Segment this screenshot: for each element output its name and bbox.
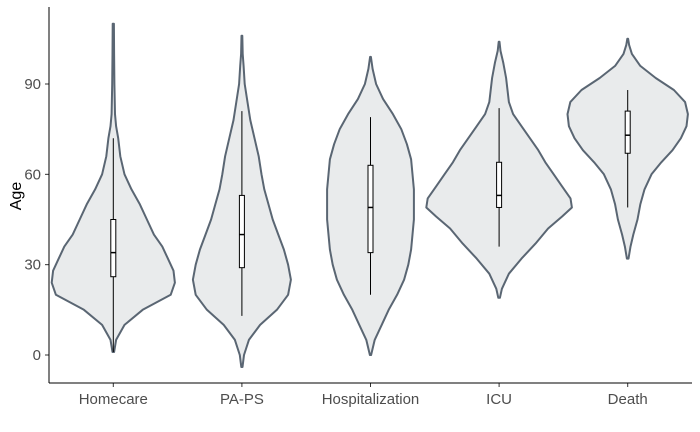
violin-hospitalization <box>326 55 415 356</box>
violin-icu <box>425 40 573 299</box>
iqr-box <box>238 194 245 269</box>
x-tick-label: ICU <box>486 391 512 408</box>
x-tick-label: PA-PS <box>220 391 264 408</box>
y-axis-title: Age <box>8 182 25 211</box>
x-tick-label: Death <box>608 391 648 408</box>
iqr-box <box>624 110 631 154</box>
iqr-box <box>367 164 374 254</box>
iqr-box <box>496 161 503 208</box>
x-tick-label: Homecare <box>79 391 148 408</box>
violin-death <box>566 37 689 260</box>
x-tick-label: Hospitalization <box>322 391 420 408</box>
x-axis-ticks: Homecare PA-PS Hospitalization ICU Death <box>79 383 648 408</box>
y-tick-label: 0 <box>33 347 41 364</box>
iqr-box <box>110 219 117 278</box>
violin-pa-ps <box>191 34 292 368</box>
violins-layer <box>50 22 689 368</box>
y-axis-ticks: 0 30 60 90 <box>24 76 49 364</box>
y-tick-label: 30 <box>24 257 41 274</box>
y-tick-label: 60 <box>24 166 41 183</box>
y-tick-label: 90 <box>24 76 41 93</box>
violin-homecare <box>50 22 176 353</box>
